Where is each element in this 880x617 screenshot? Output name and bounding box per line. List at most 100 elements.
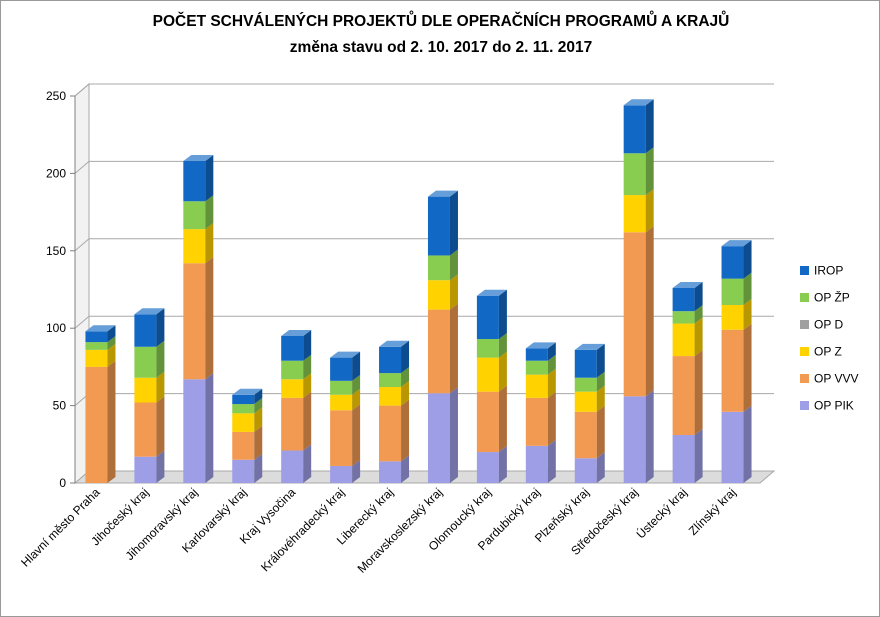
bar-op-vvv-5-side [352,404,361,466]
bar-irop-3-side [254,388,263,405]
bar-op-pik-1 [134,456,157,483]
bar-op-vvv-9-side [547,391,556,446]
bar-irop-4-side [303,329,312,361]
x-tick-label: Zlínský kraj [686,485,739,538]
bar-op-z-10 [574,391,597,412]
bar-irop-11 [623,105,646,154]
bar-irop-12-top [672,281,703,288]
bar-op-vvv-7-side [449,303,458,394]
bar-op-pik-4-side [303,444,312,483]
bar-op-z-9 [525,374,548,398]
bar-irop-5 [330,357,353,381]
bar-op-p-11-side [645,147,654,196]
bar-op-pik-12 [672,435,695,483]
bar-op-vvv-9 [525,397,548,446]
bar-op-pik-13-side [743,405,752,483]
bar-op-p-9-side [547,354,556,375]
legend-swatch-op-z [800,347,809,356]
bar-op-z-12 [672,323,695,357]
bar-op-pik-9 [525,445,548,483]
bar-op-pik-8 [476,452,499,483]
bar-op-vvv-6-side [401,399,410,462]
bar-irop-8-side [498,289,507,340]
bar-op-vvv-3 [232,431,255,460]
bar-op-p-4-side [303,354,312,380]
bar-op-pik-3 [232,459,255,483]
bar-op-pik-7 [427,393,450,483]
bar-op-pik-10-side [596,452,605,483]
bar-op-p-1 [134,346,157,378]
bar-op-p-3 [232,404,255,414]
bar-op-vvv-11-side [645,226,654,397]
bar-op-vvv-2 [183,263,206,380]
bar-op-pik-10 [574,458,597,483]
bar-op-z-2 [183,229,206,264]
bar-op-vvv-10 [574,411,597,459]
legend-swatch-irop [800,266,809,275]
bar-op-z-11-side [645,189,654,233]
bar-op-pik-7-side [449,387,458,483]
gridline-diag [74,83,90,97]
bar-irop-7 [427,196,450,256]
bar-op-pik-11 [623,396,646,483]
x-tick-label: Královéhradecký kraj [258,485,347,574]
bar-irop-1 [134,314,157,347]
bar-irop-0 [85,331,108,343]
bar-irop-11-top [623,99,654,106]
legend-label-op-pik: OP PIK [814,399,854,413]
bar-op-vvv-4-side [303,391,312,451]
bar-op-p-5 [330,380,353,395]
bar-op-p-0 [85,342,108,350]
bar-op-pik-12-side [694,429,703,483]
bar-irop-6 [379,346,402,374]
bar-op-p-8 [476,339,499,358]
bar-op-p-6-side [401,367,410,388]
bar-irop-9-top [525,342,556,349]
bar-op-p-13 [721,278,744,305]
legend-swatch-op-d [800,320,809,329]
bar-op-z-5-side [352,388,361,411]
bar-op-z-5 [330,394,353,411]
y-tick-label: 200 [46,166,66,180]
bar-op-pik-3-side [254,453,263,483]
bar-irop-3 [232,394,255,405]
bar-irop-9-side [547,342,556,361]
bar-op-z-1-side [156,371,165,403]
x-tick-label: Ústecký kraj [633,485,690,542]
bar-irop-2 [183,161,206,202]
bar-op-z-7 [427,280,450,310]
bar-irop-0-side [107,325,116,343]
bar-op-z-4-side [303,373,312,398]
bar-op-p-10-side [596,371,605,392]
bar-op-vvv-12 [672,356,695,436]
chart-subtitle: změna stavu od 2. 10. 2017 do 2. 11. 201… [289,39,593,56]
bar-irop-5-top [330,351,361,358]
legend-label-op-z: OP Z [814,345,842,359]
bar-irop-11-side [645,99,654,154]
bar-irop-12 [672,287,695,312]
bar-op-p-11 [623,153,646,196]
bar-op-z-3-side [254,407,263,432]
bar-irop-10-side [596,343,605,378]
bar-irop-8-top [476,289,507,296]
bar-op-pik-4 [281,450,304,483]
bar-irop-1-top [134,308,165,315]
bar-op-z-8 [476,357,499,392]
bar-op-p-12 [672,311,695,324]
bar-op-pik-11-side [645,390,654,483]
bar-irop-10-top [574,343,605,350]
bar-irop-9 [525,348,548,361]
y-tick-label: 250 [46,89,66,103]
bar-op-p-3-side [254,398,263,414]
bar-op-pik-13 [721,411,744,483]
bar-op-p-0-side [107,336,116,350]
bar-op-vvv-8 [476,391,499,453]
bar-op-z-3 [232,413,255,432]
bar-op-vvv-13 [721,329,744,412]
bar-op-z-2-side [205,223,214,264]
bar-irop-7-top [427,190,458,197]
bar-op-z-0 [85,349,108,367]
bar-op-vvv-4 [281,397,304,451]
y-tick-label: 150 [46,244,66,258]
